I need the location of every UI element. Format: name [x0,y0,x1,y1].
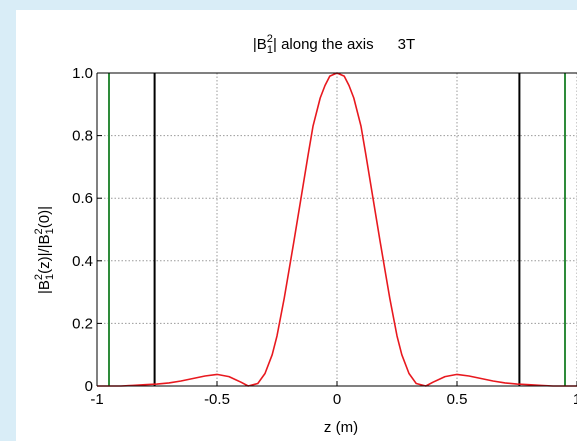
y-tick-label: 0 [85,378,93,395]
marker-lines [108,73,566,386]
y-tick-label: 0.6 [72,190,93,207]
x-tick-label: -1 [90,391,103,408]
y-tick-label: 0.2 [72,315,93,332]
x-tick-label: -0.5 [204,391,230,408]
x-tick-label: 0.5 [447,391,468,408]
y-tick-label: 1.0 [72,65,93,82]
x-tick-label: 0 [333,391,341,408]
title-field-strength: 3T [398,36,416,53]
chart-title: |B2 1| along the axis 3T [253,33,415,56]
grid [97,72,577,386]
x-tick-label: 1 [573,391,577,408]
y-tick-label: 0.4 [72,253,93,270]
y-axis-label: |B21(z)|/|B21(0)| [33,206,56,294]
y-tick-label: 0.8 [72,128,93,145]
x-axis-label: z (m) [324,419,358,436]
chart-panel: 0 0.2 0.4 0.6 0.8 1.0 -1 -0.5 0 0.5 1 |B21| along … [16,10,577,441]
axes [96,72,577,387]
tick-labels: 0 0.2 0.4 0.6 0.8 1.0 -1 -0.5 0 0.5 1 [72,65,577,408]
chart-svg: 0 0.2 0.4 0.6 0.8 1.0 -1 -0.5 0 0.5 1 |B21| along … [33,33,577,436]
